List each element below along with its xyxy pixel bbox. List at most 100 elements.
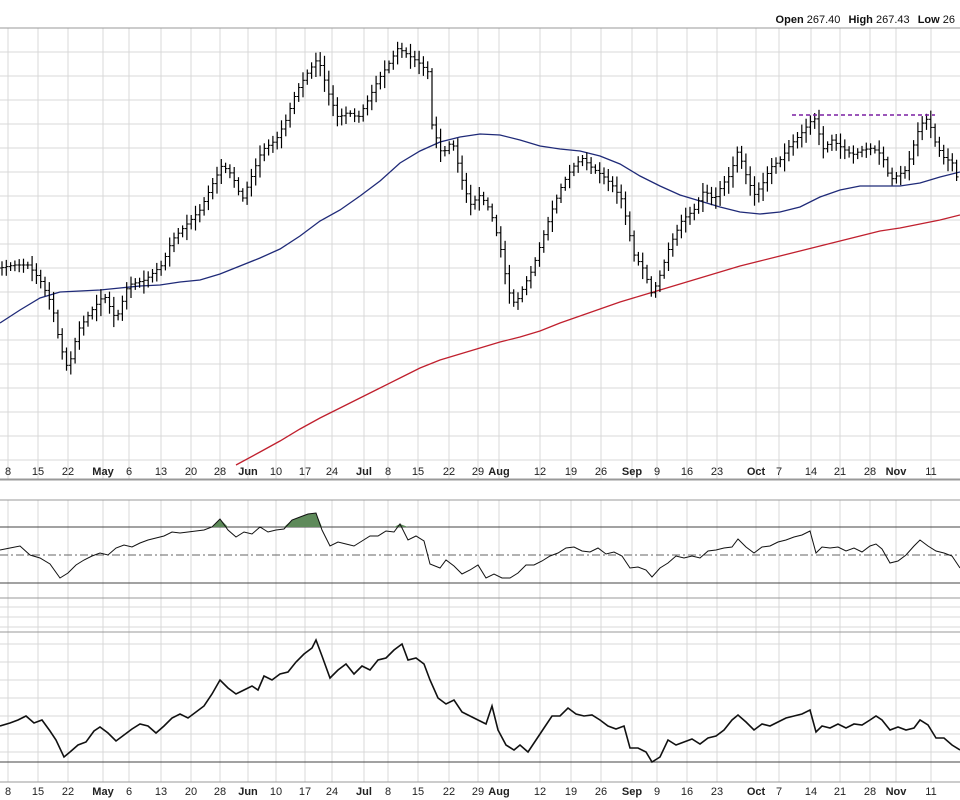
price-bar <box>890 167 895 186</box>
price-bar <box>455 138 460 173</box>
low-value: 26 <box>942 14 955 26</box>
price-bar <box>189 215 194 230</box>
price-bar <box>825 141 830 153</box>
x-tick-label: 17 <box>299 786 311 798</box>
price-bar <box>872 145 877 154</box>
price-bar <box>12 260 17 272</box>
ohlc-readout: Open 267.40 High 267.43 Low 26 <box>776 14 960 26</box>
price-bar <box>610 176 615 193</box>
price-bar <box>567 164 572 189</box>
price-bar <box>292 91 297 115</box>
price-bar <box>283 114 288 137</box>
price-bar <box>219 159 224 184</box>
price-bar <box>731 156 735 188</box>
price-bar <box>765 166 770 192</box>
price-bar <box>399 42 404 58</box>
price-bar <box>576 156 581 173</box>
price-bar <box>817 109 821 146</box>
price-bar <box>266 139 271 156</box>
price-bar <box>894 172 899 184</box>
price-bar <box>713 187 718 209</box>
price-bar <box>133 278 138 290</box>
price-bar <box>296 83 301 102</box>
price-bar <box>25 261 30 269</box>
price-bar <box>55 309 60 339</box>
x-tick-label: Jul <box>356 786 372 798</box>
price-bar <box>451 140 456 151</box>
price-bar <box>318 52 323 77</box>
x-tick-label: 13 <box>155 786 167 798</box>
x-tick-label: 9 <box>654 786 660 798</box>
x-tick-label: Oct <box>747 466 766 478</box>
price-bar <box>335 97 340 127</box>
price-bar <box>64 347 69 371</box>
price-bar <box>696 197 701 214</box>
price-bars <box>0 41 959 375</box>
x-tick-label: 26 <box>595 466 607 478</box>
x-tick-label: 15 <box>32 786 44 798</box>
x-tick-label: Aug <box>488 786 509 798</box>
price-bar <box>361 104 366 122</box>
price-bar <box>666 242 671 271</box>
rsi-overbought-fill <box>284 513 322 527</box>
price-bar <box>756 182 761 203</box>
x-tick-label: 11 <box>925 466 936 478</box>
price-bar <box>481 191 486 206</box>
price-bar <box>885 156 890 177</box>
price-bar <box>313 52 318 77</box>
price-bar <box>352 108 357 123</box>
price-bar <box>326 70 331 106</box>
relative-strength-panel <box>0 638 960 764</box>
price-bar <box>743 153 748 185</box>
x-tick-label: Nov <box>886 466 908 478</box>
x-tick-label: 15 <box>412 466 424 478</box>
x-tick-label: Sep <box>622 466 642 478</box>
price-bar <box>795 132 800 149</box>
price-bar <box>8 262 13 271</box>
price-bar <box>718 181 723 206</box>
price-bar <box>215 166 219 194</box>
price-bar <box>636 251 641 266</box>
price-bar <box>559 183 563 203</box>
price-bar <box>468 184 473 216</box>
price-bar <box>344 106 348 124</box>
price-bar <box>0 261 4 276</box>
price-bar <box>782 143 787 172</box>
price-bar <box>920 116 925 141</box>
x-tick-label: 14 <box>805 466 817 478</box>
price-bar <box>279 120 284 149</box>
x-tick-label: 19 <box>565 786 577 798</box>
price-bar <box>528 266 533 289</box>
price-bar <box>391 50 396 70</box>
x-tick-label: 26 <box>595 786 607 798</box>
price-bar <box>374 75 379 103</box>
price-bar <box>322 55 327 92</box>
price-bar <box>589 157 594 174</box>
x-tick-label: 16 <box>681 786 693 798</box>
price-bar <box>851 145 856 164</box>
price-bar <box>834 134 839 151</box>
price-bar <box>657 270 662 292</box>
price-bar <box>726 167 731 194</box>
price-bar <box>485 197 490 211</box>
price-bar <box>73 337 78 364</box>
price-bar <box>683 207 688 233</box>
price-bar <box>735 146 740 173</box>
price-bar <box>223 162 228 174</box>
x-tick-label: 6 <box>126 466 132 478</box>
price-bar <box>473 195 477 210</box>
price-bar <box>94 294 99 322</box>
price-bar <box>662 259 667 279</box>
price-bar <box>172 232 176 253</box>
x-tick-label: 10 <box>270 466 282 478</box>
x-tick-label: Jun <box>238 466 258 478</box>
open-label: Open <box>775 14 804 26</box>
price-bar <box>924 113 929 130</box>
price-bar <box>395 41 400 65</box>
x-tick-label: 9 <box>654 466 660 478</box>
price-bar <box>937 136 942 157</box>
x-tick-label: 15 <box>32 466 44 478</box>
x-tick-label: 28 <box>214 466 226 478</box>
price-bar <box>154 262 159 282</box>
